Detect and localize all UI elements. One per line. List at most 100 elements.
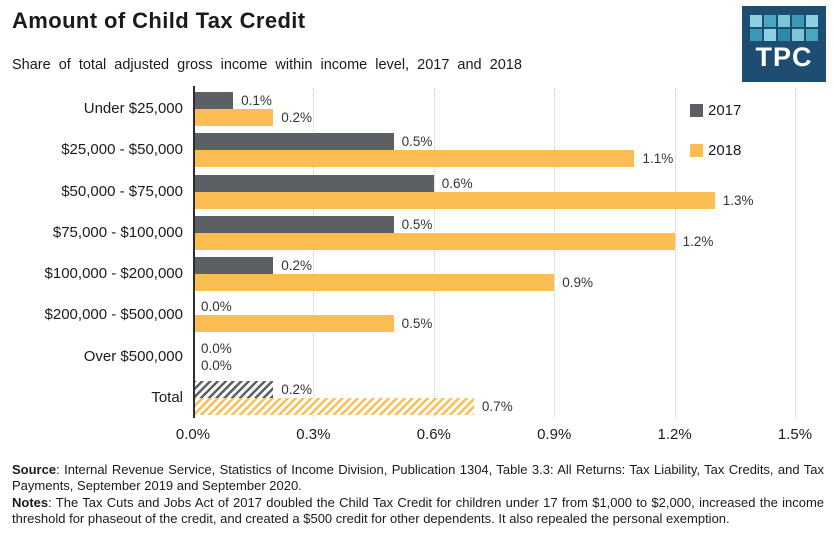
bar-line-2018: 1.3% bbox=[193, 191, 795, 209]
logo-tile bbox=[792, 29, 804, 41]
bar-line-2017: 0.2% bbox=[193, 380, 795, 398]
bar-2018 bbox=[193, 109, 274, 126]
plot-area: 2017 2018 0.1% 0.2% 0.5% 1.1% 0.6% 1.3% 0.5% 1.… bbox=[193, 86, 796, 418]
x-tick-label: 0.9% bbox=[537, 426, 572, 443]
x-tick-label: 1.2% bbox=[657, 426, 692, 443]
y-axis-line bbox=[193, 86, 195, 418]
notes-note: Notes: The Tax Cuts and Jobs Act of 2017… bbox=[12, 494, 824, 526]
category-label: Total bbox=[151, 388, 183, 406]
logo-text: TPC bbox=[755, 42, 813, 72]
bar-line-2018: 1.1% bbox=[193, 150, 795, 168]
tpc-logo: TPC bbox=[742, 6, 826, 82]
logo-tile bbox=[806, 29, 818, 41]
bar-line-2018: 0.5% bbox=[193, 315, 795, 333]
bar-2018 bbox=[193, 274, 555, 291]
gridline bbox=[433, 88, 435, 418]
x-tick-label: 0.3% bbox=[296, 426, 331, 443]
x-axis: 0.0% 0.3% 0.6% 0.9% 1.2% 1.5% bbox=[176, 426, 812, 446]
logo-tile bbox=[750, 15, 762, 27]
bar-line-2018: 0.0% bbox=[193, 357, 795, 374]
bar-2018 bbox=[193, 315, 394, 333]
bar-2017 bbox=[193, 174, 434, 192]
chart-title: Amount of Child Tax Credit bbox=[12, 8, 306, 33]
bar-group-2: 0.5% 1.1% bbox=[193, 129, 795, 170]
value-label: 0.6% bbox=[441, 175, 473, 191]
logo-tile bbox=[764, 29, 776, 41]
value-label: 1.3% bbox=[722, 192, 754, 208]
category-label: Under $25,000 bbox=[83, 100, 183, 118]
value-label: 1.2% bbox=[682, 233, 714, 249]
bar-group-8: 0.2% 0.7% bbox=[193, 377, 795, 418]
category-label: $25,000 - $50,000 bbox=[61, 141, 183, 159]
legend-item-2017: 2017 bbox=[690, 102, 741, 119]
legend-label-2018: 2018 bbox=[708, 142, 742, 159]
logo-tile-grid bbox=[750, 15, 818, 41]
logo-tile bbox=[778, 15, 790, 27]
bar-line-2018: 0.9% bbox=[193, 274, 795, 291]
bar-line-2017: 0.6% bbox=[193, 174, 795, 192]
category-label: Over $500,000 bbox=[83, 347, 183, 365]
category-labels: Under $25,000 $25,000 - $50,000 $50,000 - … bbox=[0, 88, 183, 418]
bar-line-2017: 0.0% bbox=[193, 340, 795, 357]
source-note: Source: Internal Revenue Service, Statis… bbox=[12, 462, 824, 494]
logo-tile bbox=[750, 29, 762, 41]
category-label: $200,000 - $500,000 bbox=[44, 306, 183, 324]
bar-2017 bbox=[193, 257, 274, 274]
bar-2018 bbox=[193, 397, 474, 415]
gridline bbox=[674, 88, 676, 418]
value-label: 0.5% bbox=[401, 134, 433, 150]
bar-group-5: 0.2% 0.9% bbox=[193, 253, 795, 294]
bar-group-3: 0.6% 1.3% bbox=[193, 171, 795, 212]
value-label: 0.2% bbox=[281, 258, 313, 273]
bar-2017 bbox=[193, 133, 394, 151]
gridline bbox=[313, 88, 315, 418]
value-label: 0.5% bbox=[401, 316, 433, 332]
value-label: 0.5% bbox=[401, 216, 433, 232]
legend-item-2018: 2018 bbox=[690, 142, 741, 159]
bar-2017 bbox=[193, 380, 274, 398]
gridline bbox=[554, 88, 556, 418]
bar-group-7: 0.0% 0.0% bbox=[193, 336, 795, 377]
legend-swatch-2017 bbox=[690, 104, 703, 117]
bar-group-4: 0.5% 1.2% bbox=[193, 212, 795, 253]
category-label: $75,000 - $100,000 bbox=[52, 223, 183, 241]
value-label: 0.2% bbox=[281, 381, 313, 397]
bar-2018 bbox=[193, 150, 635, 168]
value-label: 0.7% bbox=[481, 398, 513, 414]
bar-2017 bbox=[193, 92, 234, 109]
bar-line-2018: 0.7% bbox=[193, 397, 795, 415]
value-label: 0.0% bbox=[201, 299, 232, 315]
bar-line-2018: 1.2% bbox=[193, 232, 795, 250]
legend-swatch-2018 bbox=[690, 144, 703, 157]
bar-line-2017: 0.2% bbox=[193, 257, 795, 274]
chart-subtitle: Share of total adjusted gross income wit… bbox=[12, 57, 522, 73]
logo-tile bbox=[778, 29, 790, 41]
x-tick-label: 0.0% bbox=[175, 426, 211, 443]
category-label: $50,000 - $75,000 bbox=[61, 182, 183, 200]
logo-tile bbox=[806, 15, 818, 27]
value-label: 0.2% bbox=[281, 110, 313, 125]
bar-group-6: 0.0% 0.5% bbox=[193, 294, 795, 335]
bar-line-2017: 0.1% bbox=[193, 92, 795, 109]
x-tick-label: 1.5% bbox=[777, 426, 813, 443]
bar-line-2017: 0.5% bbox=[193, 133, 795, 151]
footer-notes: Source: Internal Revenue Service, Statis… bbox=[12, 462, 824, 527]
category-label: $100,000 - $200,000 bbox=[44, 265, 183, 283]
legend-label-2017: 2017 bbox=[708, 102, 742, 119]
value-label: 0.0% bbox=[201, 357, 232, 373]
bar-line-2017: 0.0% bbox=[193, 298, 795, 315]
logo-tile bbox=[792, 15, 804, 27]
legend: 2017 2018 bbox=[690, 102, 741, 182]
value-label: 0.1% bbox=[241, 93, 272, 108]
bar-line-2018: 0.2% bbox=[193, 109, 795, 126]
logo-tile bbox=[764, 15, 776, 27]
x-tick-label: 0.6% bbox=[416, 426, 451, 443]
value-label: 0.0% bbox=[201, 340, 232, 356]
bar-2017 bbox=[193, 215, 394, 233]
bar-2018 bbox=[193, 191, 715, 209]
bar-group-1: 0.1% 0.2% bbox=[193, 88, 795, 129]
bar-line-2017: 0.5% bbox=[193, 215, 795, 233]
value-label: 0.9% bbox=[562, 275, 593, 290]
bar-2018 bbox=[193, 232, 675, 250]
